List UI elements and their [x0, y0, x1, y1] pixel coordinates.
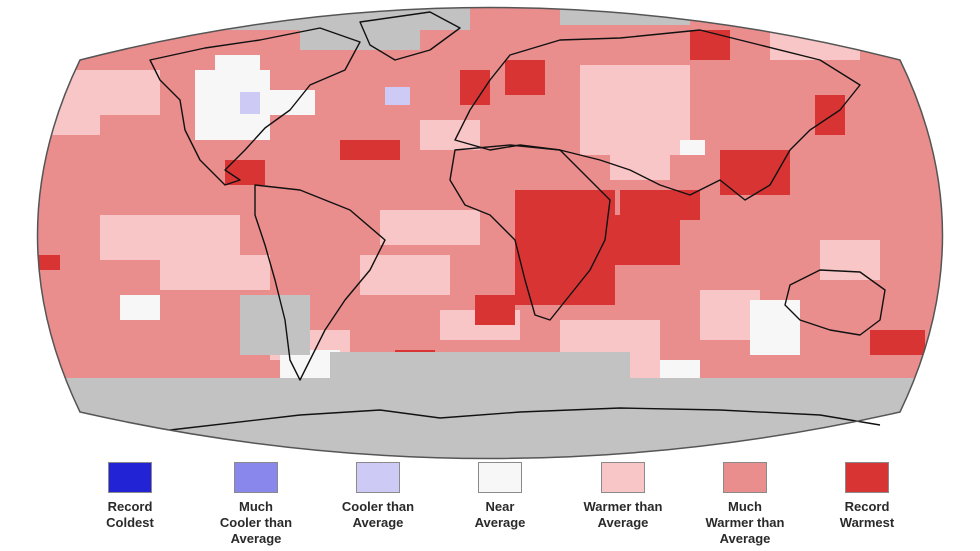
- legend-item-record-warmest: Record Warmest: [787, 462, 947, 531]
- warmer-area: [360, 255, 450, 295]
- no-data-area-antarctic: [330, 352, 630, 382]
- greenland-coastline: [359, 11, 461, 61]
- warmer-area: [160, 255, 270, 290]
- near-average-area: [660, 360, 700, 380]
- legend-label-much-warmer: Much Warmer than Average: [705, 499, 785, 546]
- map-legend: Record Coldest Much Cooler than Average …: [0, 458, 980, 551]
- legend-swatch-near-average: [478, 462, 522, 493]
- record-warmest-area: [720, 150, 790, 195]
- south-america-coastline: [254, 184, 386, 381]
- near-average-area: [270, 90, 315, 115]
- legend-item-much-cooler: Much Cooler than Average: [176, 462, 336, 547]
- record-warmest-area: [600, 215, 680, 265]
- warmer-area: [100, 215, 240, 260]
- north-america-coastline: [149, 27, 361, 186]
- globe-outline: [36, 6, 944, 460]
- australia-coastline: [784, 269, 886, 336]
- legend-label-much-cooler: Much Cooler than Average: [219, 499, 293, 546]
- antarctica-coastline: [169, 407, 881, 431]
- legend-item-much-warmer: Much Warmer than Average: [665, 462, 825, 547]
- near-average-area: [215, 55, 260, 75]
- legend-swatch-warmer: [601, 462, 645, 493]
- near-average-area: [120, 295, 160, 320]
- africa-coastline: [449, 144, 611, 321]
- record-warmest-area: [690, 30, 730, 60]
- record-warmest-area: [505, 60, 545, 95]
- record-warmest-area: [37, 255, 60, 270]
- legend-label-record-warmest: Record Warmest: [839, 499, 895, 530]
- legend-swatch-cooler: [356, 462, 400, 493]
- legend-label-record-coldest: Record Coldest: [106, 499, 154, 530]
- no-data-area-antarctic: [240, 295, 310, 355]
- legend-swatch-much-warmer: [723, 462, 767, 493]
- warmer-area: [380, 210, 480, 245]
- warmer-area: [40, 70, 160, 115]
- warmer-area: [820, 240, 880, 280]
- warmer-area: [770, 25, 860, 60]
- legend-item-cooler: Cooler than Average: [298, 462, 458, 531]
- legend-swatch-much-cooler: [234, 462, 278, 493]
- legend-label-near-average: Near Average: [474, 499, 526, 530]
- record-warmest-area: [475, 295, 515, 325]
- legend-label-cooler: Cooler than Average: [341, 499, 415, 530]
- record-warmest-area: [620, 190, 700, 220]
- anomaly-field: [37, 7, 943, 459]
- warmer-area: [610, 145, 670, 180]
- coastlines: [149, 11, 886, 431]
- cooler-area: [240, 92, 260, 114]
- warmer-area: [37, 110, 100, 135]
- no-data-area-antarctic: [37, 378, 943, 459]
- warmer-area: [580, 65, 690, 155]
- warmer-area: [420, 120, 480, 150]
- record-warmest-area: [340, 140, 400, 160]
- near-average-area: [750, 300, 800, 355]
- europe-asia-coastline: [454, 29, 861, 201]
- legend-item-record-coldest: Record Coldest: [50, 462, 210, 531]
- record-warmest-area: [515, 190, 615, 305]
- no-data-area-arctic: [300, 25, 420, 50]
- record-warmest-area: [815, 95, 845, 135]
- legend-swatch-record-coldest: [108, 462, 152, 493]
- legend-label-warmer: Warmer than Average: [583, 499, 663, 530]
- record-warmest-area: [870, 330, 925, 355]
- legend-swatch-record-warmest: [845, 462, 889, 493]
- near-average-area: [680, 140, 705, 155]
- cooler-area: [385, 87, 410, 105]
- legend-item-near-average: Near Average: [420, 462, 580, 531]
- legend-item-warmer: Warmer than Average: [543, 462, 703, 531]
- temperature-anomaly-map: [36, 6, 944, 460]
